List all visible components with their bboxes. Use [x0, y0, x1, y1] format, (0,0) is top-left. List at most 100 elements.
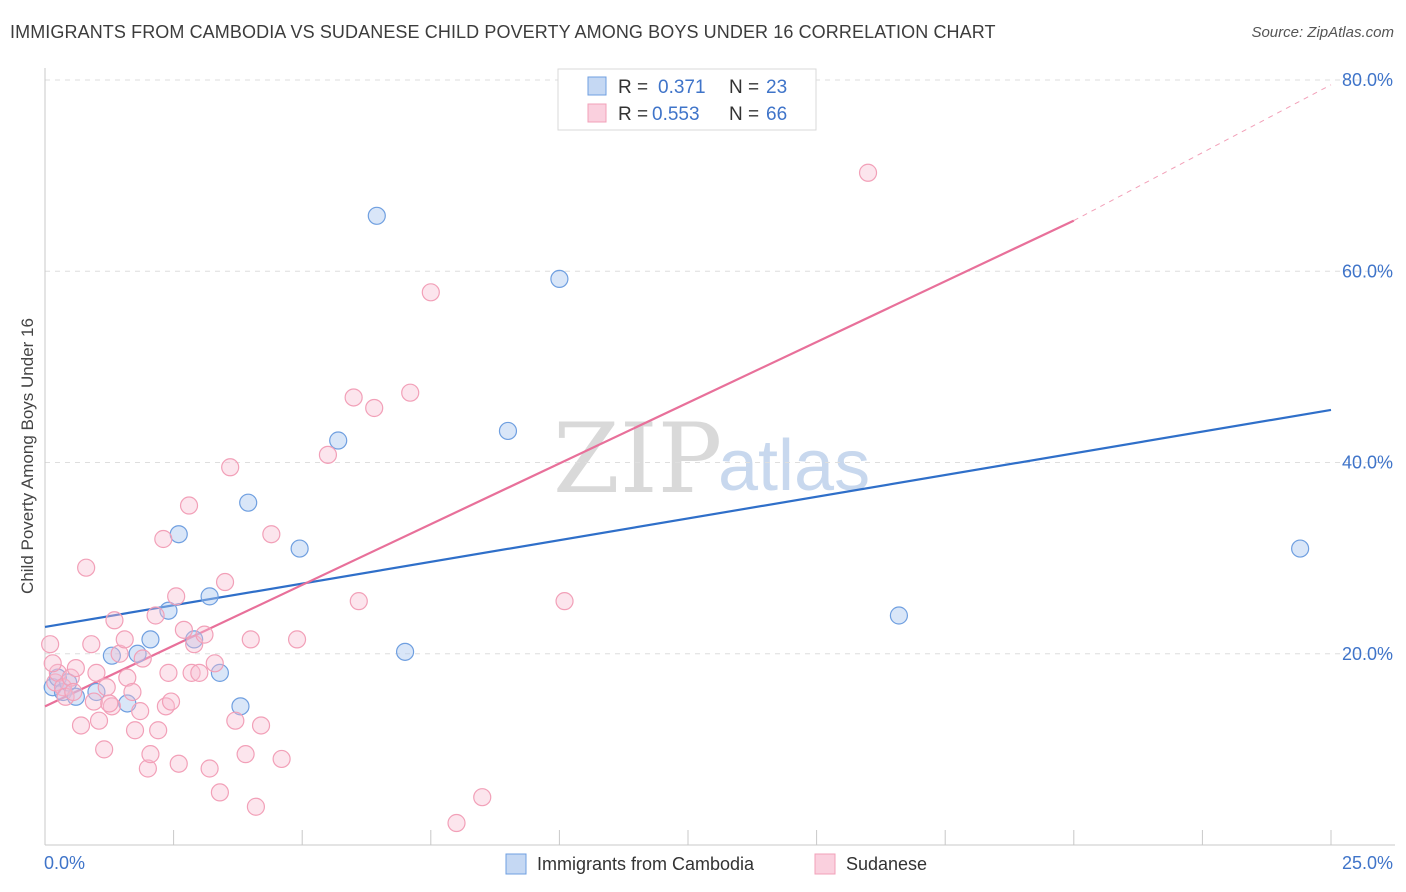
point-sudanese: [131, 702, 150, 721]
series-legend: Immigrants from Cambodia Sudanese: [505, 853, 927, 875]
point-sudanese: [226, 711, 245, 730]
point-sudanese: [473, 788, 492, 807]
gridlines: [45, 79, 1395, 655]
bottom-legend-sudanese: Sudanese: [846, 854, 927, 874]
point-sudanese: [115, 630, 134, 649]
legend-n-value-1: 23: [766, 77, 787, 98]
point-sudanese: [105, 611, 124, 630]
y-axis-label: Child Poverty Among Boys Under 16: [18, 318, 37, 594]
point-sudanese: [401, 383, 420, 402]
point-sudanese: [82, 635, 101, 654]
point-sudanese: [169, 754, 188, 773]
point-cambodia: [498, 421, 518, 441]
point-sudanese: [236, 745, 255, 764]
bottom-legend-swatch-sudanese: [814, 853, 836, 875]
point-cambodia: [200, 587, 219, 606]
point-sudanese: [447, 813, 466, 833]
trendline-cambodia: [44, 408, 1332, 629]
point-sudanese: [365, 398, 384, 418]
point-sudanese: [97, 678, 116, 697]
point-sudanese: [318, 445, 338, 464]
point-sudanese: [174, 620, 193, 639]
bottom-legend-swatch-cambodia: [505, 853, 527, 875]
point-sudanese: [858, 163, 878, 182]
point-cambodia: [141, 630, 160, 649]
y-tick-label: 80.0%: [1342, 70, 1393, 90]
point-sudanese: [179, 496, 199, 515]
point-sudanese: [344, 388, 363, 407]
point-sudanese: [102, 697, 121, 716]
data-points: [41, 163, 1310, 833]
y-tick-label: 20.0%: [1342, 644, 1393, 664]
point-sudanese: [89, 711, 109, 730]
point-sudanese: [87, 663, 106, 682]
point-sudanese: [272, 749, 291, 769]
point-sudanese: [110, 644, 129, 663]
point-sudanese: [210, 783, 229, 802]
bottom-legend-cambodia: Immigrants from Cambodia: [537, 854, 755, 874]
point-cambodia: [210, 663, 229, 682]
point-sudanese: [246, 797, 266, 816]
point-sudanese: [262, 525, 281, 544]
point-cambodia: [395, 642, 415, 661]
point-sudanese: [43, 654, 62, 673]
point-sudanese: [95, 740, 114, 759]
point-sudanese: [71, 716, 91, 735]
source-credit: Source: ZipAtlas.com: [1251, 24, 1394, 41]
point-sudanese: [215, 572, 235, 592]
point-sudanese: [221, 458, 240, 477]
point-sudanese: [118, 668, 137, 687]
point-sudanese: [84, 692, 103, 711]
point-cambodia: [889, 606, 909, 625]
legend-swatch-sudanese: [587, 103, 607, 123]
x-tick-label-min: 0.0%: [44, 853, 85, 873]
point-cambodia: [329, 431, 348, 450]
point-sudanese: [66, 658, 85, 678]
legend-r-value-2: 0.553: [652, 104, 700, 125]
trendline-sudanese: [44, 219, 1075, 708]
legend-n-label-1: N =: [729, 77, 759, 98]
point-sudanese: [205, 654, 224, 673]
x-tick-label-max: 25.0%: [1342, 853, 1393, 873]
point-cambodia: [1291, 539, 1310, 558]
point-sudanese: [154, 529, 173, 549]
point-sudanese: [64, 682, 83, 702]
point-sudanese: [61, 668, 80, 687]
point-sudanese: [200, 759, 219, 778]
axes: [44, 68, 1395, 846]
watermark-atlas: atlas: [718, 426, 870, 506]
point-sudanese: [287, 630, 307, 649]
trendline-sudanese-extension: [1073, 84, 1332, 222]
point-cambodia: [48, 668, 67, 687]
trendlines: [44, 84, 1332, 708]
point-sudanese: [167, 587, 186, 606]
point-sudanese: [149, 721, 168, 740]
point-sudanese: [77, 558, 96, 577]
y-tick-label: 60.0%: [1342, 261, 1393, 281]
stats-legend: R = 0.371 N = 23 R = 0.553 N = 66: [557, 68, 817, 131]
point-sudanese: [125, 721, 145, 740]
y-tick-label: 40.0%: [1342, 453, 1393, 473]
point-cambodia: [550, 269, 569, 288]
point-sudanese: [100, 694, 119, 713]
point-sudanese: [195, 625, 214, 644]
legend-n-label-2: N =: [729, 104, 759, 125]
point-sudanese: [123, 682, 142, 702]
point-sudanese: [182, 663, 201, 682]
point-cambodia: [231, 697, 250, 716]
point-sudanese: [146, 606, 165, 625]
watermark-zip: ZIP: [553, 403, 722, 515]
point-sudanese: [241, 630, 260, 649]
point-sudanese: [41, 635, 60, 654]
point-cambodia: [66, 687, 85, 706]
point-cambodia: [367, 206, 386, 225]
legend-swatch-cambodia: [587, 76, 607, 96]
legend-r-label-1: R =: [618, 77, 648, 98]
legend-r-label-2: R =: [618, 104, 648, 125]
point-sudanese: [190, 663, 209, 682]
point-cambodia: [290, 539, 309, 558]
point-sudanese: [141, 745, 160, 764]
point-sudanese: [159, 663, 178, 682]
point-sudanese: [251, 716, 271, 735]
